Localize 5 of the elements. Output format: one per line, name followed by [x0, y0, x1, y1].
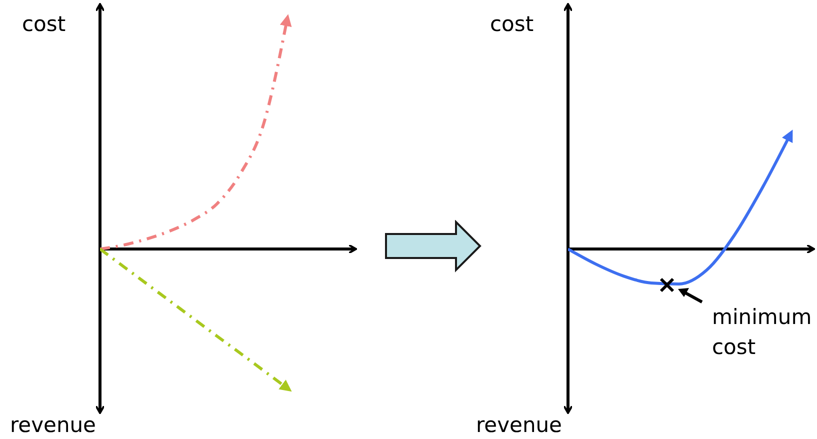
text: revenue	[10, 412, 96, 439]
text: minimum cost	[712, 304, 812, 361]
text: revenue	[476, 412, 562, 439]
y-axis-title: cost	[490, 12, 534, 36]
y-axis-title: cost	[22, 12, 66, 36]
